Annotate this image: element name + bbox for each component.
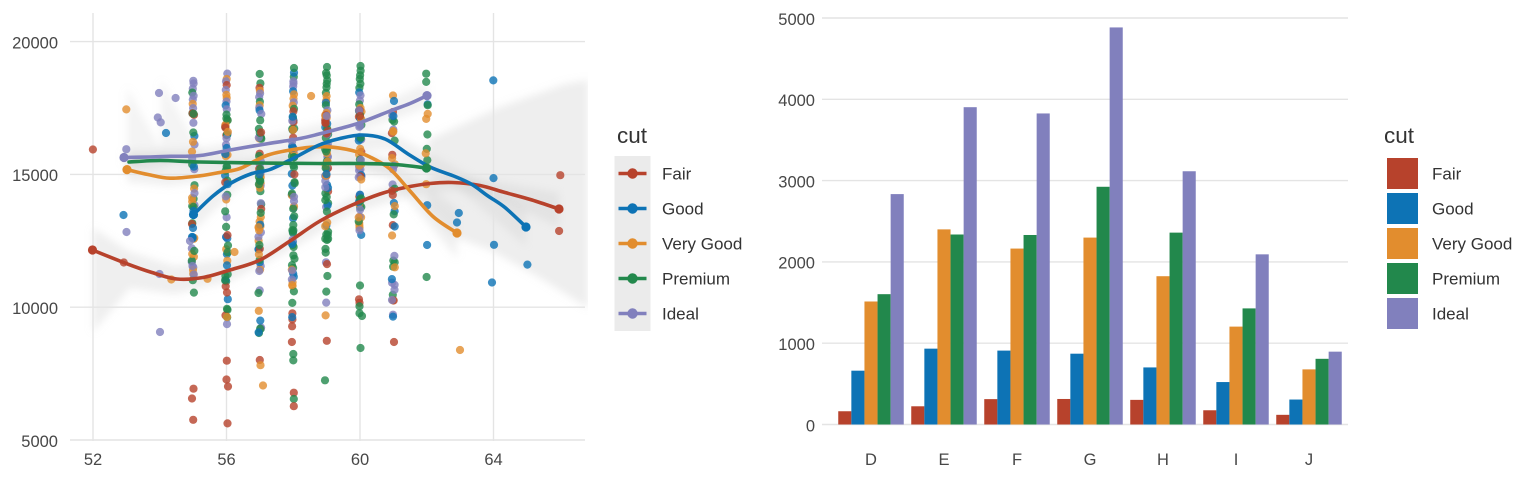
svg-text:15000: 15000	[12, 167, 58, 185]
svg-text:F: F	[1012, 451, 1022, 469]
svg-text:20000: 20000	[12, 34, 58, 52]
svg-text:cut: cut	[617, 123, 648, 148]
svg-text:64: 64	[484, 451, 502, 469]
svg-text:Ideal: Ideal	[1432, 305, 1469, 324]
svg-text:H: H	[1157, 451, 1169, 469]
svg-text:G: G	[1084, 451, 1097, 469]
svg-text:J: J	[1305, 451, 1313, 469]
svg-text:1000: 1000	[778, 336, 815, 354]
svg-text:3000: 3000	[778, 173, 815, 191]
svg-text:cut: cut	[1384, 123, 1415, 148]
svg-text:Very Good: Very Good	[662, 235, 742, 254]
svg-text:E: E	[938, 451, 949, 469]
svg-text:Premium: Premium	[1432, 270, 1500, 289]
svg-text:Fair: Fair	[1432, 165, 1462, 184]
svg-text:Fair: Fair	[662, 165, 692, 184]
svg-text:4000: 4000	[778, 92, 815, 110]
svg-text:Good: Good	[662, 200, 704, 219]
svg-text:5000: 5000	[778, 11, 815, 29]
svg-text:Very Good: Very Good	[1432, 235, 1512, 254]
svg-text:60: 60	[351, 451, 369, 469]
svg-text:10000: 10000	[12, 300, 58, 318]
svg-text:Ideal: Ideal	[662, 305, 699, 324]
svg-text:Good: Good	[1432, 200, 1474, 219]
svg-text:D: D	[865, 451, 877, 469]
svg-text:Premium: Premium	[662, 270, 730, 289]
svg-text:I: I	[1234, 451, 1239, 469]
svg-text:0: 0	[806, 417, 815, 435]
svg-text:56: 56	[217, 451, 235, 469]
svg-text:52: 52	[84, 451, 102, 469]
svg-text:2000: 2000	[778, 255, 815, 273]
svg-text:5000: 5000	[21, 433, 58, 451]
